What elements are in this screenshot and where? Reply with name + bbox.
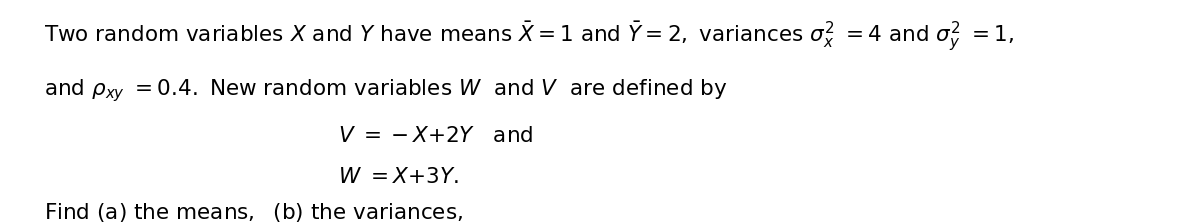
- Text: $\mathrm{Two\ random\ variables\ }\mathit{X}\mathrm{\ and\ }\mathit{Y}\mathrm{\ : $\mathrm{Two\ random\ variables\ }\mathi…: [44, 19, 1014, 53]
- Text: $\mathrm{Find\ (a)\ the\ means,\ \ (b)\ the\ variances,}$: $\mathrm{Find\ (a)\ the\ means,\ \ (b)\ …: [44, 201, 463, 223]
- Text: $\mathrm{and\ }\rho_{\mathit{xy}}\mathrm{\ =0.4.\ New\ random\ variables\ }\math: $\mathrm{and\ }\rho_{\mathit{xy}}\mathrm…: [44, 77, 727, 104]
- Text: $\mathit{V}\ \mathrm{=-}\mathit{X}\mathrm{+2}\mathit{Y}\mathrm{\ \ \ and}$: $\mathit{V}\ \mathrm{=-}\mathit{X}\mathr…: [338, 126, 533, 147]
- Text: $\mathit{W}\ \mathrm{=}\mathit{X}\mathrm{+3}\mathit{Y}\mathrm{.}$: $\mathit{W}\ \mathrm{=}\mathit{X}\mathrm…: [338, 167, 458, 187]
